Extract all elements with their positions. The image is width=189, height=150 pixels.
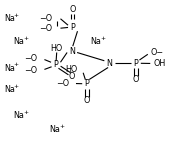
Text: +: + [59, 124, 64, 129]
Text: Na: Na [4, 64, 15, 73]
Text: O: O [84, 96, 90, 105]
Text: +: + [23, 110, 28, 115]
Text: Na: Na [91, 38, 102, 46]
Text: Na: Na [49, 125, 60, 134]
Text: Na: Na [4, 14, 15, 23]
Text: P: P [84, 80, 89, 88]
Text: O: O [69, 72, 75, 81]
Text: P: P [134, 58, 139, 68]
Text: +: + [23, 36, 28, 41]
Text: OH: OH [153, 59, 165, 68]
Text: Na: Na [13, 111, 24, 120]
Text: +: + [14, 62, 19, 68]
Text: +: + [14, 84, 19, 89]
Text: Na: Na [4, 85, 15, 94]
Text: +: + [101, 36, 105, 41]
Text: HO: HO [65, 65, 77, 74]
Text: −O: −O [39, 24, 52, 33]
Text: P: P [53, 60, 58, 69]
Text: O: O [133, 75, 139, 84]
Text: Na: Na [13, 38, 24, 46]
Text: N: N [107, 58, 113, 68]
Text: −O: −O [24, 54, 37, 63]
Text: N: N [69, 46, 75, 56]
Text: HO: HO [51, 44, 63, 53]
Text: −O: −O [24, 66, 37, 75]
Text: P: P [70, 22, 75, 32]
Text: O: O [70, 5, 76, 14]
Text: −O: −O [56, 79, 69, 88]
Text: −O: −O [39, 14, 52, 22]
Text: O−: O− [150, 48, 163, 57]
Text: +: + [14, 13, 19, 18]
